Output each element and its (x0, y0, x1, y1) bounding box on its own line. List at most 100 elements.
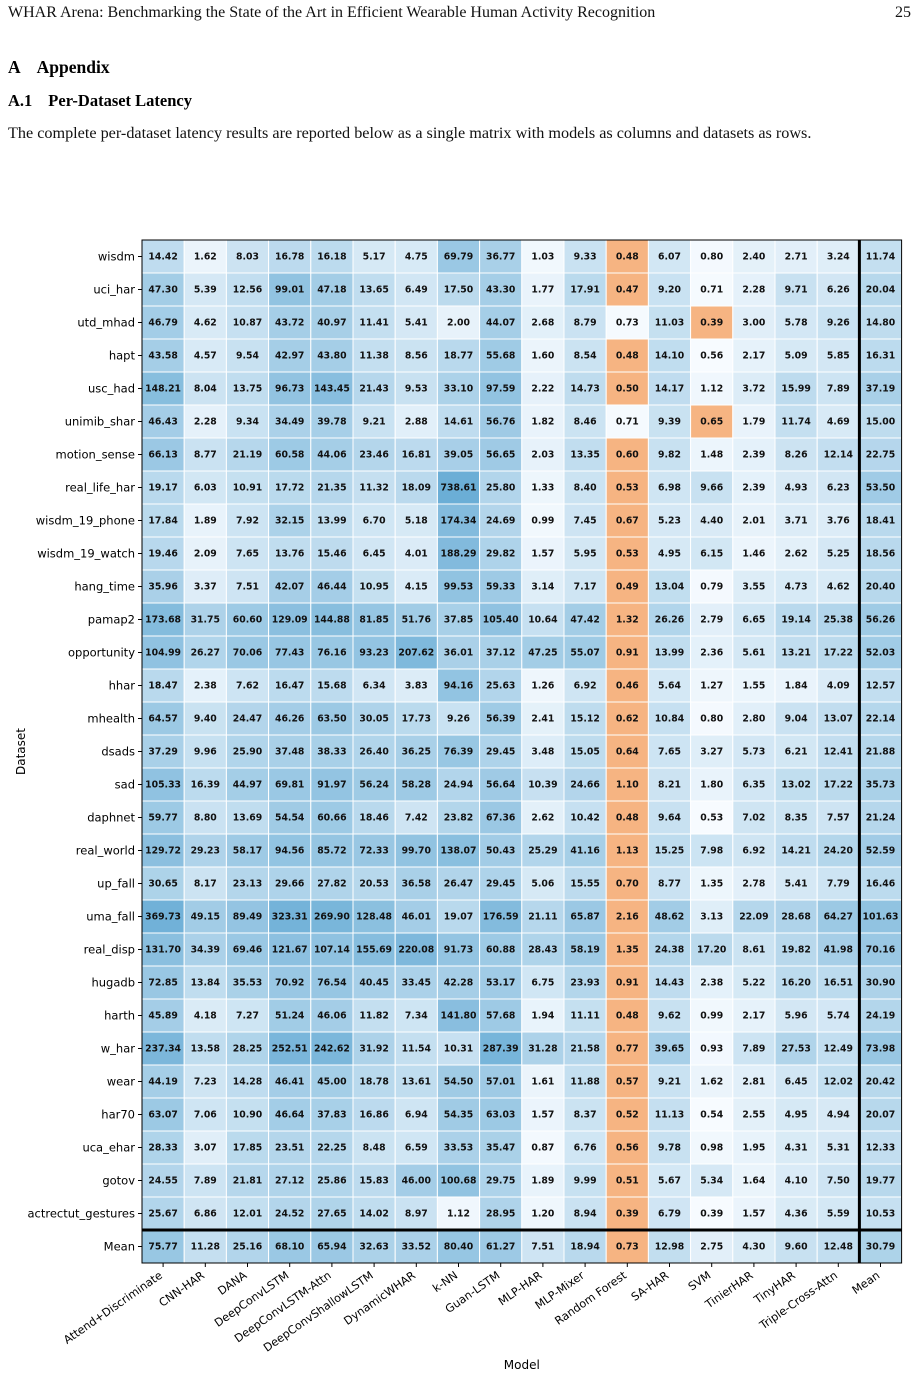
cell-value-label: 2.55 (742, 1110, 765, 1121)
heatmap-cell (183, 338, 227, 373)
cell-value-label: 220.08 (398, 945, 434, 956)
heatmap-cell (310, 1196, 354, 1231)
cell-value-label: 6.49 (405, 285, 428, 296)
cell-value-label: 5.85 (827, 351, 850, 362)
cell-value-label: 30.90 (866, 978, 896, 989)
cell-value-label: 29.45 (486, 747, 515, 758)
cell-value-label: 13.58 (191, 1044, 220, 1055)
heatmap-cell (605, 569, 649, 604)
cell-value-label: 9.64 (658, 813, 681, 824)
cell-value-label: 0.60 (616, 450, 639, 461)
heatmap-cell (352, 536, 396, 571)
cell-value-label: 31.92 (359, 1044, 388, 1055)
cell-value-label: 12.14 (824, 450, 854, 461)
cell-value-label: 207.62 (398, 648, 434, 659)
heatmap-cell (563, 668, 607, 703)
cell-value-label: 46.64 (275, 1110, 305, 1121)
cell-value-label: 18.78 (359, 1077, 388, 1088)
cell-value-label: 11.82 (359, 1011, 388, 1022)
heatmap-cell (183, 602, 227, 637)
heatmap-cell (732, 932, 776, 967)
cell-value-label: 143.45 (314, 384, 350, 395)
page-number: 25 (895, 4, 911, 21)
cell-value-label: 9.34 (236, 417, 259, 428)
heatmap-cell (436, 1031, 481, 1066)
heatmap-cell (183, 536, 227, 571)
cell-value-label: 33.45 (402, 978, 431, 989)
heatmap-cell (394, 668, 438, 703)
cell-value-label: 13.69 (233, 813, 262, 824)
cell-value-label: 60.88 (486, 945, 515, 956)
cell-value-label: 24.19 (866, 1011, 895, 1022)
cell-value-label: 54.50 (444, 1077, 474, 1088)
heatmap-cell (183, 1229, 227, 1264)
heatmap-cell (310, 965, 354, 1000)
cell-value-label: 15.68 (317, 681, 346, 692)
cell-value-label: 28.68 (781, 912, 810, 923)
heatmap-cell (436, 1130, 481, 1165)
cell-value-label: 68.10 (275, 1242, 305, 1253)
heatmap-cell (605, 1031, 649, 1066)
cell-value-label: 25.80 (486, 483, 516, 494)
cell-value-label: 99.70 (402, 846, 432, 857)
cell-value-label: 4.40 (700, 516, 723, 527)
cell-value-label: 70.16 (866, 945, 895, 956)
heatmap-cell (225, 569, 270, 604)
heatmap-cell (521, 833, 565, 868)
heatmap-cell (774, 833, 818, 868)
cell-value-label: 10.53 (866, 1209, 895, 1220)
cell-value-label: 10.31 (444, 1044, 473, 1055)
heatmap-cell (310, 437, 354, 472)
cell-value-label: 0.91 (616, 648, 639, 659)
heatmap-cell (816, 767, 860, 802)
heatmap-cell (563, 1196, 607, 1231)
heatmap-cell (774, 1196, 818, 1231)
cell-value-label: 0.70 (616, 879, 639, 890)
y-tick-label: motion_sense (56, 448, 135, 462)
cell-value-label: 5.25 (827, 549, 850, 560)
heatmap-cell (141, 866, 185, 901)
cell-value-label: 11.28 (191, 1242, 220, 1253)
heatmap-cell (352, 239, 396, 274)
cell-value-label: 29.82 (486, 549, 515, 560)
heatmap-cell (605, 1163, 649, 1198)
heatmap-cell (816, 1097, 860, 1132)
cell-value-label: 6.59 (405, 1143, 428, 1154)
heatmap-cell (690, 1196, 734, 1231)
cell-value-label: 41.16 (570, 846, 599, 857)
cell-value-label: 16.47 (275, 681, 304, 692)
cell-value-label: 1.62 (700, 1077, 723, 1088)
cell-value-label: 0.62 (616, 714, 639, 725)
heatmap-cell (563, 371, 607, 406)
cell-value-label: 2.38 (194, 681, 217, 692)
cell-value-label: 35.53 (233, 978, 262, 989)
y-tick-label: w_har (101, 1042, 135, 1056)
cell-value-label: 6.35 (742, 780, 765, 791)
heatmap-cell (732, 371, 776, 406)
cell-value-label: 5.31 (827, 1143, 850, 1154)
heatmap-cell (732, 404, 776, 439)
heatmap-cell (605, 635, 649, 670)
heatmap-cell (479, 635, 523, 670)
heatmap-cell (605, 305, 649, 340)
heatmap-cell (732, 701, 776, 736)
cell-value-label: 0.87 (531, 1143, 554, 1154)
cell-value-label: 1.26 (531, 681, 554, 692)
y-tick-label: unimib_shar (65, 415, 136, 429)
heatmap-cell (183, 998, 227, 1033)
cell-value-label: 237.34 (145, 1044, 181, 1055)
cell-value-label: 4.01 (405, 549, 428, 560)
cell-value-label: 46.44 (317, 582, 347, 593)
heatmap-cell (647, 437, 692, 472)
cell-value-label: 24.69 (486, 516, 515, 527)
cell-value-label: 2.22 (531, 384, 554, 395)
heatmap-cell (732, 1196, 776, 1231)
cell-value-label: 2.80 (742, 714, 765, 725)
cell-value-label: 11.41 (359, 318, 388, 329)
cell-value-label: 7.92 (236, 516, 259, 527)
y-tick-label: har70 (101, 1108, 135, 1122)
cell-value-label: 56.76 (486, 417, 515, 428)
cell-value-label: 19.82 (781, 945, 810, 956)
heatmap-cell (858, 602, 903, 637)
heatmap-cell (563, 272, 607, 307)
